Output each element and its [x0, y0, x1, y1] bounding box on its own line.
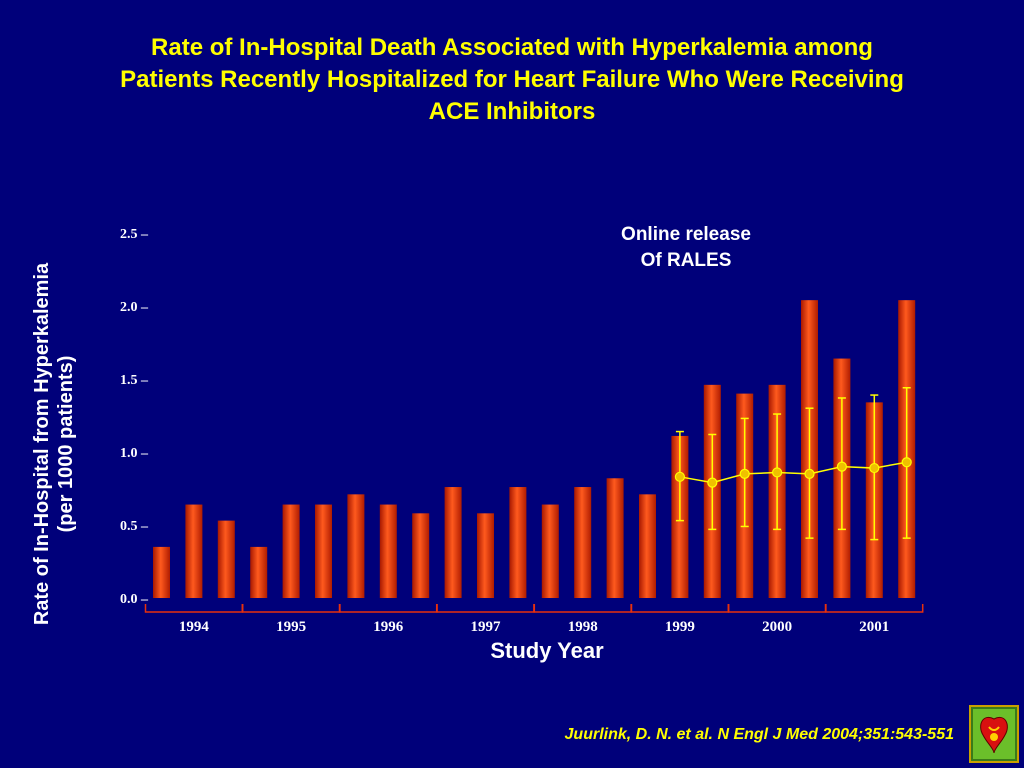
bar [347, 494, 365, 598]
bar [282, 504, 300, 598]
x-tick-label: 1997 [471, 619, 502, 635]
slide-title: Rate of In-Hospital Death Associated wit… [40, 32, 984, 128]
bar [509, 487, 527, 598]
bar [250, 546, 268, 598]
bar [185, 504, 203, 598]
bar [541, 504, 559, 598]
bar [379, 504, 397, 598]
annotation-line-2: Of RALES [640, 250, 732, 271]
expected-rate-point [869, 462, 880, 474]
year-bracket [144, 604, 244, 613]
citation: Juurlink, D. N. et al. N Engl J Med 2004… [564, 726, 954, 743]
y-axis-label-line-2: (per 1000 patients) [55, 355, 77, 533]
year-bracket [727, 604, 827, 613]
expected-rate-point [771, 467, 783, 478]
expected-rate-point [901, 457, 912, 468]
journal-logo-icon [969, 705, 1019, 763]
year-bracket [825, 604, 924, 613]
year-brackets [144, 604, 924, 613]
x-tick-label: 1996 [373, 619, 404, 635]
expected-rate-series [674, 387, 912, 541]
expected-rate-point [739, 468, 750, 479]
x-axis-label: Study Year [490, 638, 604, 663]
bar [639, 494, 656, 598]
y-tick-label: 0.0 – [120, 592, 149, 607]
x-tick-label: 1998 [568, 619, 598, 635]
bar [574, 487, 592, 598]
x-tick-label: 1999 [665, 619, 695, 635]
bar [153, 546, 170, 598]
expected-rate-point [804, 468, 815, 479]
expected-rate-point [707, 477, 718, 488]
y-tick-label: 0.5 – [120, 519, 149, 534]
x-tick-label: 2000 [762, 619, 792, 635]
y-tick-label: 1.0 – [120, 446, 149, 461]
y-axis-ticks: 0.0 – 0.5 – 1.0 – 1.5 – 2.0 – 2.5 – [120, 227, 149, 607]
y-tick-label: 2.5 – [120, 227, 149, 242]
year-bracket [241, 604, 341, 613]
year-bracket [533, 604, 632, 613]
annotation-line-1: Online release [621, 224, 751, 245]
title-line-3: ACE Inhibitors [428, 98, 596, 125]
bar [444, 487, 462, 598]
bar [315, 504, 332, 598]
title-line-2: Patients Recently Hospitalized for Heart… [120, 66, 904, 93]
x-tick-label: 1995 [276, 619, 306, 635]
y-axis-label-line-1: Rate of In-Hospital from Hyperkalemia [31, 262, 53, 626]
rales-annotation: Online release Of RALES [586, 222, 786, 274]
x-tick-label: 1994 [179, 619, 210, 635]
year-bracket [630, 604, 730, 613]
title-line-1: Rate of In-Hospital Death Associated wit… [151, 34, 873, 61]
bar [412, 513, 430, 598]
expected-rate-point [674, 471, 686, 482]
bars [153, 300, 916, 598]
expected-rate-point [836, 461, 848, 472]
bar [217, 520, 235, 598]
y-tick-label: 1.5 – [120, 373, 149, 388]
expected-rate-line [679, 461, 907, 484]
bar [477, 513, 494, 598]
x-axis-year-labels: 1994 1995 1996 1997 1998 1999 2000 2001 [179, 619, 889, 635]
x-tick-label: 2001 [859, 619, 889, 635]
year-bracket [436, 604, 535, 613]
year-bracket [339, 604, 438, 613]
y-tick-label: 2.0 – [120, 300, 149, 315]
y-axis-label: Rate of In-Hospital from Hyperkalemia (p… [30, 234, 78, 654]
bar [606, 478, 624, 598]
